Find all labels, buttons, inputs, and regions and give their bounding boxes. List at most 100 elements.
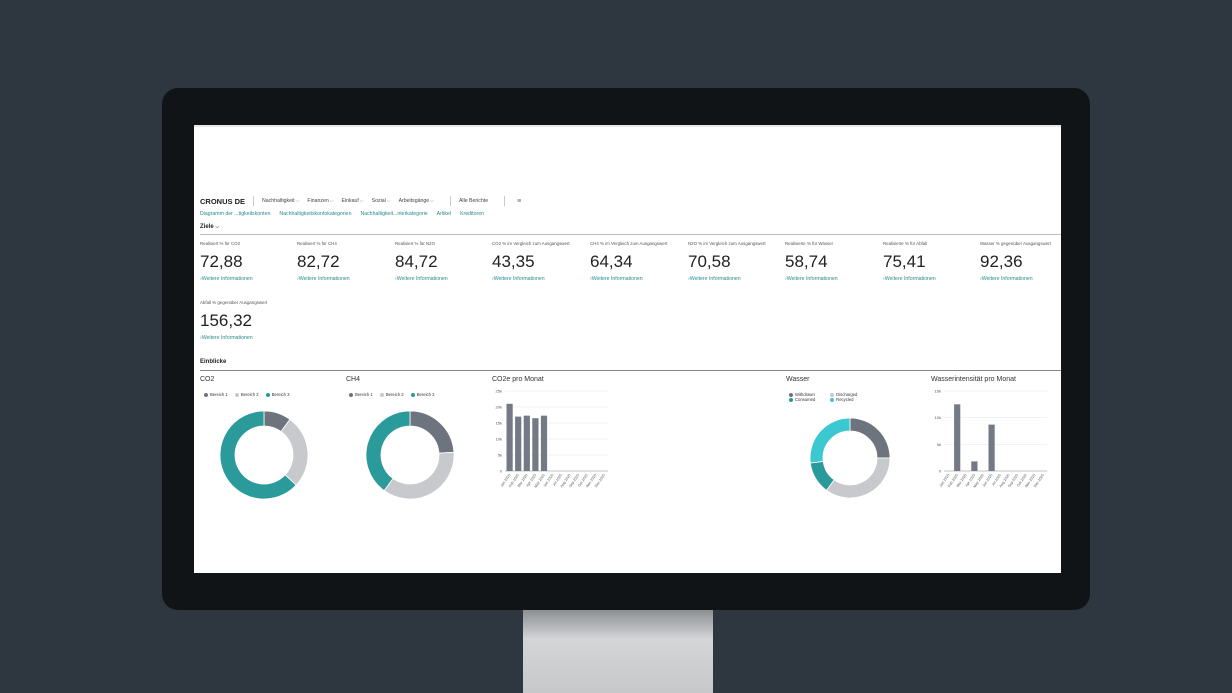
- ch4-donut-chart[interactable]: [365, 410, 455, 500]
- co2-chart-title: CO2: [200, 376, 215, 383]
- more-info-link[interactable]: ›Weitere Informationen: [785, 276, 875, 282]
- bar[interactable]: [506, 403, 513, 471]
- donut-slice[interactable]: [849, 417, 891, 459]
- kpi-value[interactable]: 92,36: [980, 252, 1023, 271]
- legend-item[interactable]: Bereich 2: [234, 392, 259, 397]
- legend-label: Recycled: [836, 397, 854, 402]
- more-info-label: Weitere Informationen: [298, 276, 350, 282]
- legend-item[interactable]: Consumed: [789, 397, 823, 402]
- donut-slice[interactable]: [825, 457, 891, 499]
- kpi-value[interactable]: 58,74: [785, 252, 828, 271]
- link-kreditoren[interactable]: Kreditoren: [460, 211, 484, 217]
- bar[interactable]: [532, 418, 539, 471]
- kpi-value[interactable]: 70,58: [688, 252, 731, 271]
- chevron-right-icon: ›: [492, 276, 494, 282]
- more-info-link[interactable]: ›Weitere Informationen: [590, 276, 680, 282]
- all-reports-link[interactable]: Alle Berichte: [458, 198, 489, 204]
- kpi-label: Realisiert % für CH4: [297, 241, 337, 246]
- kpi-tile: CH4 % im Vergleich zum Ausgangswert 64,3…: [590, 241, 680, 282]
- link-kontendiagramm[interactable]: Diagramm der ...tigkeitskonten: [200, 211, 271, 217]
- chevron-right-icon: ›: [200, 335, 202, 341]
- y-tick-label: 10k: [935, 415, 941, 420]
- bar[interactable]: [515, 416, 522, 471]
- donut-slice[interactable]: [219, 410, 297, 500]
- legend-dot: [830, 397, 835, 402]
- more-info-link[interactable]: ›Weitere Informationen: [297, 276, 387, 282]
- donut-slice[interactable]: [409, 410, 455, 454]
- bar[interactable]: [988, 424, 995, 471]
- kpi-value[interactable]: 72,88: [200, 252, 243, 271]
- more-info-label: Weitere Informationen: [981, 276, 1033, 282]
- legend-dot: [379, 392, 384, 397]
- more-info-label: Weitere Informationen: [201, 276, 253, 282]
- goals-title: Ziele: [200, 224, 214, 230]
- kpi-label: CH4 % im Vergleich zum Ausgangswert: [590, 241, 668, 246]
- legend-item[interactable]: Recycled: [830, 397, 853, 402]
- kpi-value[interactable]: 43,35: [492, 252, 535, 271]
- kpi-value[interactable]: 64,34: [590, 252, 633, 271]
- water-legend: Withdrawn Discharged Consumed Recycled: [789, 392, 869, 402]
- chevron-right-icon: ›: [688, 276, 690, 282]
- x-tick-label: Jan 2025: [939, 473, 951, 487]
- nav-item-sozial[interactable]: Sozial⌵: [372, 198, 391, 204]
- ch4-legend: Bereich 1 Bereich 2 Bereich 3: [349, 392, 440, 397]
- legend-item[interactable]: Bereich 3: [410, 392, 434, 397]
- nav-item-arbeitsgaenge[interactable]: Arbeitsgänge⌵: [399, 198, 434, 204]
- nav-divider: [449, 196, 451, 206]
- link-artikel[interactable]: Artikel: [436, 211, 452, 217]
- link-kontokategorien[interactable]: Nachhaltigkeitskontokategorien: [279, 211, 352, 217]
- donut-slice[interactable]: [383, 451, 455, 500]
- hamburger-menu-icon[interactable]: ≡: [517, 197, 522, 205]
- x-tick-label: Jul 2025: [552, 473, 563, 486]
- top-bar: [194, 125, 1061, 127]
- water-donut-chart[interactable]: [809, 417, 891, 499]
- legend-item[interactable]: Bereich 1: [204, 392, 228, 397]
- more-info-link[interactable]: ›Weitere Informationen: [395, 276, 485, 282]
- bar[interactable]: [971, 461, 978, 471]
- bar[interactable]: [954, 404, 961, 471]
- bar[interactable]: [540, 415, 548, 471]
- nav-divider: [253, 196, 255, 206]
- legend-item[interactable]: Bereich 2: [379, 392, 404, 397]
- legend-dot: [789, 397, 793, 402]
- more-info-link[interactable]: ›Weitere Informationen: [200, 335, 290, 341]
- nav-item-finanzen[interactable]: Finanzen⌵: [307, 198, 333, 204]
- co2-legend: Bereich 1 Bereich 2 Bereich 3: [204, 392, 295, 397]
- chevron-down-icon: ⌵: [329, 198, 334, 204]
- water-intensity-chart-title: Wasserintensität pro Monat: [931, 376, 1016, 383]
- kpi-value[interactable]: 84,72: [395, 252, 438, 271]
- donut-slice[interactable]: [365, 410, 411, 492]
- more-info-link[interactable]: ›Weitere Informationen: [883, 276, 973, 282]
- legend-label: Withdrawn: [795, 392, 815, 397]
- legend-item[interactable]: Bereich 1: [349, 392, 373, 397]
- more-info-link[interactable]: ›Weitere Informationen: [980, 276, 1061, 282]
- kpi-value[interactable]: 82,72: [297, 252, 340, 271]
- x-tick-label: Oct 2025: [1016, 473, 1028, 487]
- more-info-label: Weitere Informationen: [591, 276, 643, 282]
- kpi-value[interactable]: 156,32: [200, 311, 252, 330]
- link-unterkategorie[interactable]: Nachhaltigkeit...nterkategorie: [360, 211, 428, 217]
- legend-item[interactable]: Withdrawn: [789, 392, 823, 397]
- bar[interactable]: [523, 415, 530, 471]
- legend-item[interactable]: Discharged: [830, 392, 857, 397]
- insights-title[interactable]: Einblicke: [200, 359, 227, 365]
- goals-section-header[interactable]: Ziele ⌵: [200, 224, 219, 230]
- nav-item-nachhaltigkeit[interactable]: Nachhaltigkeit⌵: [262, 198, 299, 204]
- chevron-right-icon: ›: [980, 276, 982, 282]
- more-info-label: Weitere Informationen: [786, 276, 838, 282]
- co2-donut-chart[interactable]: [219, 410, 309, 500]
- donut-slice[interactable]: [809, 417, 851, 464]
- more-info-link[interactable]: ›Weitere Informationen: [492, 276, 582, 282]
- legend-item[interactable]: Bereich 3: [265, 392, 289, 397]
- chevron-down-icon: ⌵: [359, 198, 364, 204]
- kpi-tile: Realisiert % für CH4 82,72 ›Weitere Info…: [297, 241, 387, 282]
- company-name[interactable]: CRONUS DE: [200, 196, 246, 206]
- chevron-right-icon: ›: [395, 276, 397, 282]
- more-info-link[interactable]: ›Weitere Informationen: [688, 276, 778, 282]
- nav-item-einkauf[interactable]: Einkauf⌵: [342, 198, 364, 204]
- more-info-link[interactable]: ›Weitere Informationen: [200, 276, 290, 282]
- kpi-value[interactable]: 75,41: [883, 252, 926, 271]
- legend-dot: [789, 392, 793, 397]
